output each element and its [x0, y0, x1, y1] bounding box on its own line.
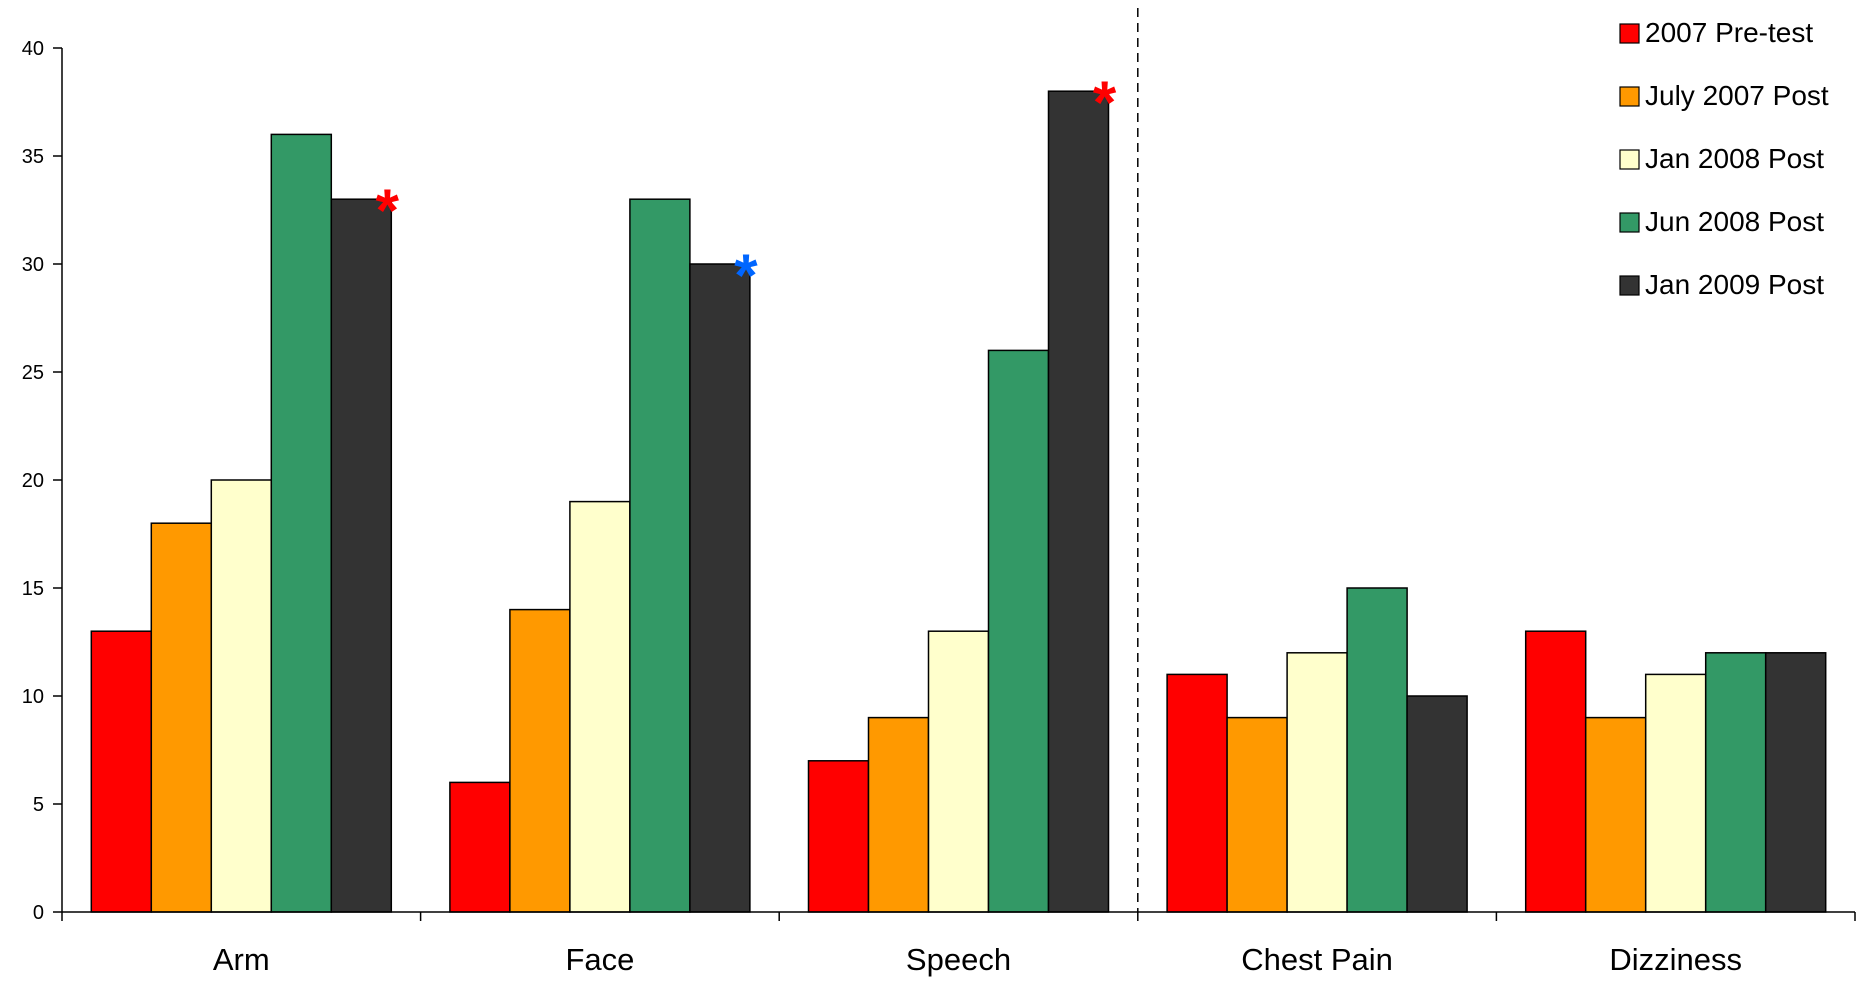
- x-category-label-speech: Speech: [906, 942, 1011, 977]
- legend-swatch: [1619, 23, 1640, 44]
- bar-dizziness-jun-2008-post: [1704, 652, 1767, 913]
- legend-swatch: [1619, 149, 1640, 170]
- bar-arm-jun-2008-post: [270, 133, 333, 913]
- bar-chest-pain-2007-pre-test: [1166, 673, 1228, 913]
- bar-chest-pain-jan-2008-post: [1286, 652, 1348, 913]
- legend-item-jan-2008-post: Jan 2008 Post: [1619, 143, 1824, 174]
- legend-label: Jun 2008 Post: [1645, 206, 1824, 237]
- bar-face-jun-2008-post: [629, 198, 691, 913]
- bar-face-2007-pre-test: [449, 781, 511, 913]
- bar-speech-jun-2008-post: [987, 349, 1050, 913]
- legend-label: 2007 Pre-test: [1645, 17, 1813, 48]
- y-tick-label-15: 15: [22, 578, 44, 600]
- bar-arm-july-2007-post: [150, 522, 213, 913]
- legend-item-jan-2009-post: Jan 2009 Post: [1619, 269, 1824, 300]
- x-category-label-dizziness: Dizziness: [1609, 942, 1742, 977]
- significance-marker-face: *: [734, 242, 758, 309]
- y-tick-label-40: 40: [22, 38, 44, 60]
- bar-dizziness-jan-2008-post: [1644, 673, 1707, 913]
- y-tick-label-20: 20: [22, 470, 44, 492]
- bar-speech-2007-pre-test: [807, 760, 870, 913]
- bar-dizziness-2007-pre-test: [1524, 630, 1587, 913]
- legend-swatch: [1619, 275, 1640, 296]
- y-tick-label-35: 35: [22, 146, 44, 168]
- bar-arm-2007-pre-test: [90, 630, 153, 913]
- bar-chest-pain-jan-2009-post: [1406, 695, 1468, 913]
- y-tick-label-0: 0: [33, 902, 44, 924]
- bar-face-jan-2008-post: [569, 500, 631, 913]
- legend: 2007 Pre-test July 2007 Post Jan 2008 Post…: [1619, 17, 1829, 300]
- y-tick-label-25: 25: [22, 362, 44, 384]
- y-tick-label-5: 5: [33, 794, 44, 816]
- bar-chest-pain-jun-2008-post: [1346, 587, 1408, 913]
- y-tick-label-30: 30: [22, 254, 44, 276]
- bar-arm-jan-2008-post: [210, 479, 273, 913]
- bar-face-july-2007-post: [509, 608, 571, 913]
- legend-item-july-2007-post: July 2007 Post: [1619, 80, 1829, 111]
- legend-swatch: [1619, 86, 1640, 107]
- significance-marker-arm: *: [376, 177, 400, 244]
- axis-layer: 0 5 10 15 20 25 30 35 40 Arm Face Speech Chest Pain D…: [22, 8, 1856, 977]
- annotation-layer: * * *: [376, 69, 1117, 309]
- legend-item-2007-pre-test: 2007 Pre-test: [1619, 17, 1813, 48]
- bar-chest-pain-july-2007-post: [1226, 716, 1288, 913]
- legend-label: Jan 2009 Post: [1645, 269, 1824, 300]
- bar-speech-jan-2009-post: [1047, 90, 1110, 913]
- bar-dizziness-jan-2009-post: [1764, 652, 1827, 913]
- bar-speech-july-2007-post: [867, 716, 930, 913]
- legend-item-jun-2008-post: Jun 2008 Post: [1619, 206, 1824, 237]
- y-tick-label-10: 10: [22, 686, 44, 708]
- x-category-label-face: Face: [565, 942, 634, 977]
- bar-face-jan-2009-post: [689, 263, 751, 913]
- legend-swatch: [1619, 212, 1640, 233]
- bar-speech-jan-2008-post: [927, 630, 990, 913]
- bar-arm-jan-2009-post: [330, 198, 393, 913]
- x-category-label-arm: Arm: [213, 942, 270, 977]
- significance-marker-speech: *: [1093, 69, 1117, 136]
- legend-label: July 2007 Post: [1645, 80, 1829, 111]
- bars-layer: [90, 90, 1827, 913]
- x-category-label-chest-pain: Chest Pain: [1241, 942, 1393, 977]
- legend-label: Jan 2008 Post: [1645, 143, 1824, 174]
- bar-dizziness-july-2007-post: [1584, 716, 1647, 913]
